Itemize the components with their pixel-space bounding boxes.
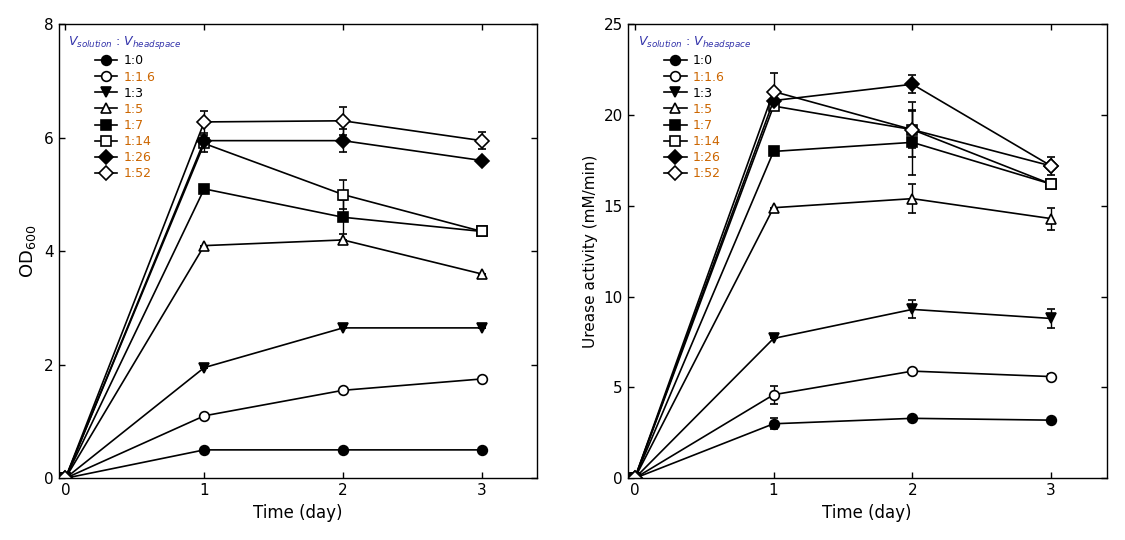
Legend: 1:0, 1:1.6, 1:3, 1:5, 1:7, 1:14, 1:26, 1:52: 1:0, 1:1.6, 1:3, 1:5, 1:7, 1:14, 1:26, 1…	[634, 31, 755, 184]
X-axis label: Time (day): Time (day)	[822, 504, 912, 522]
Y-axis label: Urease activity (mM/min): Urease activity (mM/min)	[583, 154, 598, 348]
Legend: 1:0, 1:1.6, 1:3, 1:5, 1:7, 1:14, 1:26, 1:52: 1:0, 1:1.6, 1:3, 1:5, 1:7, 1:14, 1:26, 1…	[65, 31, 186, 184]
Y-axis label: OD$_{\mathregular{600}}$: OD$_{\mathregular{600}}$	[18, 225, 38, 278]
X-axis label: Time (day): Time (day)	[253, 504, 343, 522]
